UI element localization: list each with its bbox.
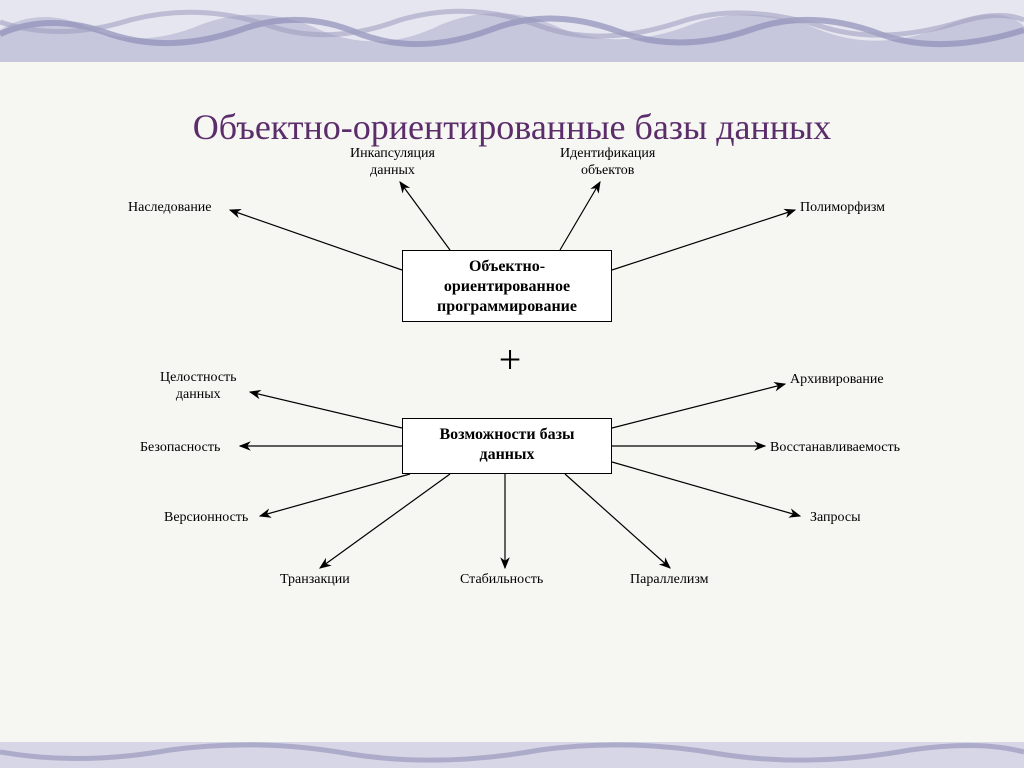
label-transactions: Транзакции — [280, 572, 350, 589]
box-db: Возможности базыданных — [402, 418, 612, 474]
label-security: Безопасность — [140, 440, 220, 457]
plus-symbol: + — [490, 340, 530, 380]
label-recoverability: Восстанавливаемость — [770, 440, 900, 457]
label-encapsulation: Инкапсуляция данных — [350, 146, 435, 180]
bottom-border — [0, 742, 1024, 768]
slide: Объектно-ориентированные базы данных Объ… — [0, 0, 1024, 768]
top-wave-border — [0, 0, 1024, 62]
label-archiving: Архивирование — [790, 372, 884, 389]
label-integrity: Целостность данных — [160, 370, 237, 404]
label-polymorphism: Полиморфизм — [800, 200, 885, 217]
label-versioning: Версионность — [164, 510, 248, 527]
label-queries: Запросы — [810, 510, 861, 527]
box-oop: Объектно-ориентированноепрограммирование — [402, 250, 612, 322]
label-identification: Идентификация объектов — [560, 146, 655, 180]
label-parallelism: Параллелизм — [630, 572, 709, 589]
diagram-area: Объектно-ориентированноепрограммирование… — [0, 140, 1024, 740]
label-inheritance: Наследование — [128, 200, 212, 217]
label-stability: Стабильность — [460, 572, 543, 589]
